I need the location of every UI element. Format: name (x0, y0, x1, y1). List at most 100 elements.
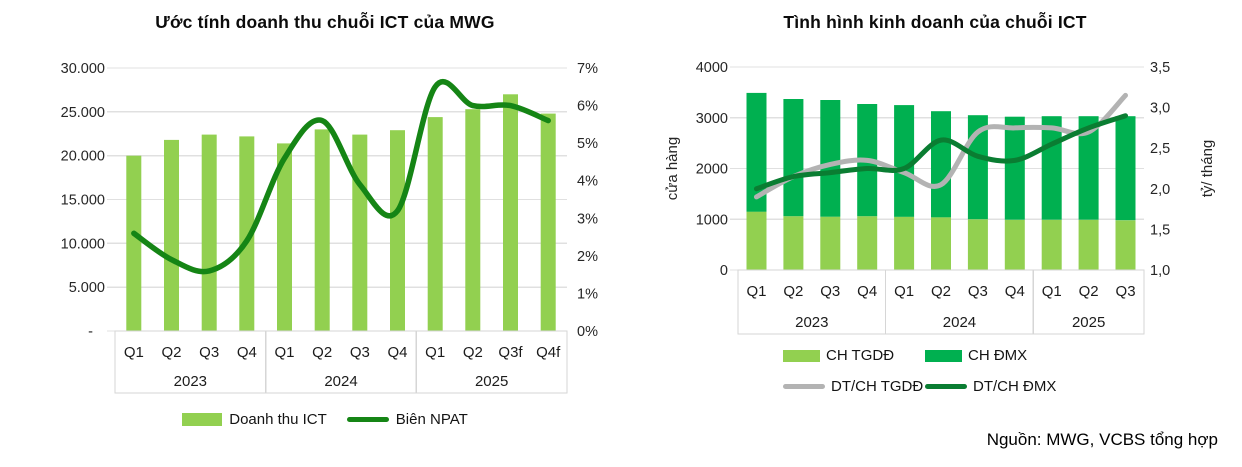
quarter-label: Q1 (894, 283, 914, 300)
quarter-label: Q1 (746, 283, 766, 300)
bar-segment (1004, 219, 1025, 270)
bar-segment (820, 216, 841, 270)
y-axis-right-tick: 2% (577, 249, 598, 265)
y-axis-right-tick: 0% (577, 324, 598, 340)
y-axis-right-tick: 1,5 (1150, 222, 1170, 238)
y-axis-left-tick: 10.000 (61, 236, 105, 252)
quarter-label: Q3 (199, 344, 219, 361)
bar-segment (540, 113, 556, 331)
line-series (753, 113, 1128, 192)
y-axis-left-tick: 20.000 (61, 149, 105, 165)
y-axis-right-tick: 2,5 (1150, 141, 1170, 157)
y-axis-right-tick: 1% (577, 286, 598, 302)
quarter-label: Q2 (1079, 283, 1099, 300)
quarter-label: Q3f (498, 344, 523, 361)
bar-swatch-icon (182, 412, 223, 426)
quarter-label: Q2 (463, 344, 483, 361)
year-label: 2023 (795, 314, 828, 331)
y-axis-right-tick: 3,0 (1150, 101, 1170, 117)
quarter-label: Q4f (536, 344, 561, 361)
y-axis-right-title: tỷ/ tháng (1199, 140, 1216, 198)
y-axis-left-tick: 4000 (696, 60, 728, 76)
quarter-label: Q1 (425, 344, 445, 361)
quarter-label: Q3 (350, 344, 370, 361)
bar-segment (783, 216, 804, 270)
legend-item-ch-dmx: CH ĐMX (925, 347, 1056, 364)
quarter-label: Q3 (968, 283, 988, 300)
bar-segment (1004, 116, 1025, 220)
quarter-label: Q2 (931, 283, 951, 300)
quarter-label: Q4 (387, 344, 407, 361)
line-series (753, 92, 1128, 200)
legend-item-doanh-thu-ict: Doanh thu ICT (182, 411, 327, 428)
bar-segment (277, 143, 292, 331)
quarter-label: Q2 (161, 344, 181, 361)
category-box (114, 330, 568, 394)
legend-label: Biên NPAT (395, 410, 468, 428)
bar-segment (783, 99, 804, 217)
year-label: 2023 (174, 373, 207, 390)
bar-segment (352, 134, 368, 331)
year-label: 2024 (324, 373, 357, 390)
line-series (131, 79, 551, 275)
line-swatch-icon (925, 384, 967, 389)
line-swatch-icon (783, 384, 825, 389)
y-axis-right-tick: 4% (577, 174, 598, 190)
bar-segment (314, 129, 330, 331)
y-axis-left-tick: 25.000 (61, 105, 105, 121)
category-box (737, 269, 1145, 335)
bar-segment (857, 216, 878, 270)
bar-segment (931, 217, 951, 270)
y-axis-right-tick: 6% (577, 99, 598, 115)
bar-segment (1041, 116, 1062, 220)
y-axis-left-tick: 15.000 (61, 193, 105, 209)
bar-segment (427, 117, 443, 331)
bar-segment (390, 130, 405, 331)
legend-item-dt-ch-tgdd: DT/CH TGDĐ (783, 378, 925, 395)
legend-item-ch-tgdd: CH TGDĐ (783, 347, 925, 364)
y-axis-right-tick: 3,5 (1150, 60, 1170, 76)
bar-segment (164, 139, 179, 331)
bar-segment (931, 111, 951, 218)
bars (746, 92, 1136, 271)
y-axis-right-tick: 1,0 (1150, 263, 1170, 279)
bar-segment (746, 211, 767, 270)
quarter-label: Q3 (1116, 283, 1136, 300)
bar-segment (1041, 219, 1062, 270)
bar-segment (503, 94, 518, 331)
right-chart-legend: CH TGDĐ CH ĐMX DT/CH TGDĐ DT/CH ĐMX (783, 347, 1056, 395)
bars (126, 94, 556, 331)
legend-label: CH ĐMX (968, 347, 1028, 364)
quarter-label: Q4 (1005, 283, 1025, 300)
legend-label: DT/CH TGDĐ (831, 378, 924, 395)
line-swatch-icon (346, 416, 389, 422)
legend-label: DT/CH ĐMX (973, 378, 1057, 395)
bar-swatch-icon (925, 349, 962, 362)
y-axis-right-tick: 5% (577, 136, 598, 152)
y-axis-left-tick: 2000 (696, 162, 728, 178)
quarter-label: Q2 (312, 344, 332, 361)
y-axis-left-tick: 30.000 (61, 61, 105, 77)
y-axis-right-tick: 7% (577, 61, 598, 77)
y-axis-right-tick: 3% (577, 211, 598, 227)
bar-segment (126, 155, 142, 331)
bar-segment (894, 216, 915, 270)
y-axis-left-tick: 3000 (696, 111, 728, 127)
quarter-label: Q2 (783, 283, 803, 300)
bar-segment (201, 134, 217, 331)
bar-swatch-icon (783, 349, 820, 362)
y-axis-right-tick: 2,0 (1150, 182, 1170, 198)
source-note: Nguồn: MWG, VCBS tổng hợp (986, 430, 1218, 449)
bar-segment (967, 219, 988, 271)
quarter-label: Q1 (274, 344, 294, 361)
bar-segment (1078, 219, 1099, 270)
ict-revenue-chart: - 5.000 10.000 15.000 20.000 25.000 30.000 0% 1%… (61, 61, 598, 394)
y-axis-left-tick: 5.000 (69, 280, 105, 296)
quarter-label: Q4 (237, 344, 257, 361)
legend-label: Doanh thu ICT (229, 410, 327, 428)
y-axis-left-tick: 1000 (696, 212, 728, 228)
quarter-label: Q3 (820, 283, 840, 300)
y-axis-left-title: cửa hàng (664, 137, 681, 200)
